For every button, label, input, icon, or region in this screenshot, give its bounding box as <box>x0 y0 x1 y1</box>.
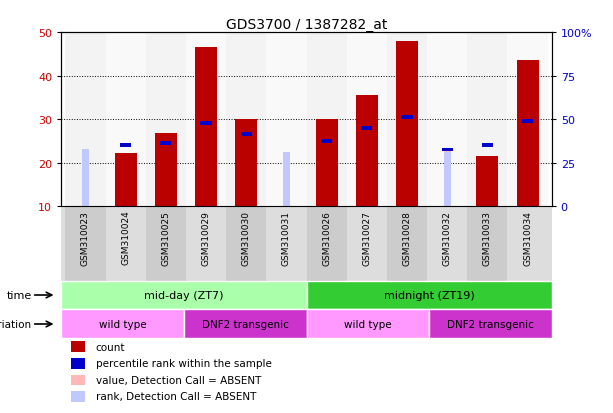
Bar <box>266 33 306 206</box>
Bar <box>71 391 85 402</box>
Text: GSM310030: GSM310030 <box>242 210 251 265</box>
Bar <box>306 206 347 281</box>
Bar <box>387 206 427 281</box>
Bar <box>316 120 338 206</box>
Bar <box>427 206 467 281</box>
Text: GSM310025: GSM310025 <box>161 210 170 265</box>
Bar <box>241 133 252 137</box>
Bar <box>306 33 347 206</box>
Text: rank, Detection Call = ABSENT: rank, Detection Call = ABSENT <box>96 392 256 401</box>
Bar <box>61 281 306 310</box>
Bar <box>283 161 290 206</box>
Text: GSM310034: GSM310034 <box>523 210 532 265</box>
Bar <box>105 206 146 281</box>
Bar <box>186 33 226 206</box>
Bar <box>482 144 493 148</box>
Text: GSM310026: GSM310026 <box>322 210 331 265</box>
Bar <box>522 120 533 124</box>
Text: DNF2 transgenic: DNF2 transgenic <box>447 319 534 329</box>
Bar <box>347 33 387 206</box>
Text: wild type: wild type <box>344 319 392 329</box>
Bar <box>226 33 266 206</box>
Text: value, Detection Call = ABSENT: value, Detection Call = ABSENT <box>96 375 261 385</box>
Bar <box>321 140 332 143</box>
Bar <box>283 152 290 206</box>
Text: DNF2 transgenic: DNF2 transgenic <box>202 319 289 329</box>
Bar <box>115 153 137 206</box>
Bar <box>356 96 378 206</box>
Bar <box>71 342 85 352</box>
Bar <box>146 206 186 281</box>
Bar <box>467 33 508 206</box>
Bar <box>235 120 257 206</box>
Text: wild type: wild type <box>99 319 147 329</box>
Bar <box>476 157 498 206</box>
Bar <box>361 126 372 131</box>
Text: GSM310032: GSM310032 <box>443 210 452 265</box>
Bar <box>306 281 552 310</box>
Bar <box>444 150 451 206</box>
Bar <box>306 310 429 339</box>
Text: GSM310028: GSM310028 <box>403 210 411 265</box>
Bar <box>266 206 306 281</box>
Text: mid-day (ZT7): mid-day (ZT7) <box>144 290 224 300</box>
Bar <box>71 375 85 385</box>
Bar <box>402 116 413 119</box>
Bar <box>66 33 105 206</box>
Text: percentile rank within the sample: percentile rank within the sample <box>96 358 272 368</box>
Bar <box>444 152 451 206</box>
Text: GSM310023: GSM310023 <box>81 210 90 265</box>
Text: count: count <box>96 342 125 352</box>
Bar <box>508 33 547 206</box>
Bar <box>184 310 306 339</box>
Bar <box>195 48 217 206</box>
Text: GSM310024: GSM310024 <box>121 210 130 265</box>
Bar <box>66 206 105 281</box>
Bar <box>427 33 467 206</box>
Bar <box>517 61 539 206</box>
Bar <box>429 310 552 339</box>
Text: midnight (ZT19): midnight (ZT19) <box>384 290 474 300</box>
Text: GSM310029: GSM310029 <box>202 210 210 265</box>
Bar <box>160 142 172 145</box>
Bar <box>154 134 177 206</box>
Bar <box>82 163 89 206</box>
Bar <box>120 144 131 148</box>
Bar <box>508 206 547 281</box>
Text: GSM310033: GSM310033 <box>483 210 492 265</box>
Bar <box>243 161 250 206</box>
Bar <box>200 122 211 126</box>
Bar <box>61 310 184 339</box>
Bar <box>105 33 146 206</box>
Bar <box>396 42 418 206</box>
Text: time: time <box>7 290 32 300</box>
Text: GSM310031: GSM310031 <box>282 210 291 265</box>
Bar <box>347 206 387 281</box>
Title: GDS3700 / 1387282_at: GDS3700 / 1387282_at <box>226 18 387 32</box>
Bar <box>146 33 186 206</box>
Bar <box>387 33 427 206</box>
Bar <box>186 206 226 281</box>
Bar <box>441 148 453 152</box>
Text: GSM310027: GSM310027 <box>362 210 371 265</box>
Bar <box>467 206 508 281</box>
Bar <box>82 150 89 206</box>
Text: genotype/variation: genotype/variation <box>0 319 32 329</box>
Bar <box>71 358 85 369</box>
Bar <box>226 206 266 281</box>
